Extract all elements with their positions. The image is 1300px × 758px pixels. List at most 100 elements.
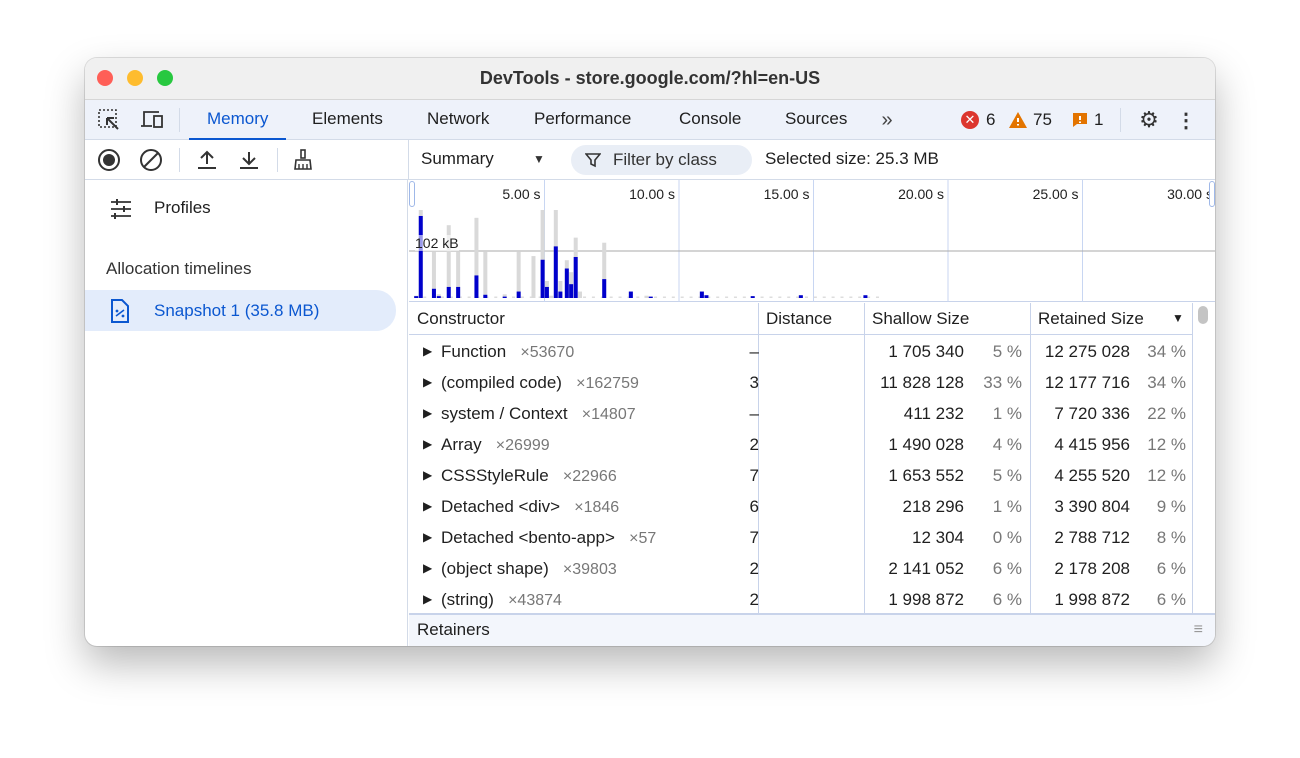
constructor-name: Detached <div> ×1846 [441, 491, 619, 522]
tab-elements[interactable]: Elements [312, 109, 383, 128]
upload-icon[interactable] [195, 148, 219, 172]
distance-cell: – [749, 404, 759, 423]
timeline-baseline-dot [556, 296, 560, 298]
timeline-tick-label: 30.00 s [1167, 186, 1213, 202]
sort-descending-icon[interactable]: ▼ [1172, 311, 1184, 325]
tab-console[interactable]: Console [679, 109, 742, 128]
table-row[interactable]: ▶ Function ×53670 – 1 705 340 5 % 12 275… [409, 336, 1192, 367]
timeline-left-handle[interactable] [409, 181, 415, 207]
distance-cell: 2 [749, 590, 759, 609]
more-tabs-icon[interactable]: » [881, 108, 893, 131]
table-row[interactable]: ▶ (object shape) ×39803 2 2 141 052 6 % … [409, 553, 1192, 584]
filter-by-class-input[interactable]: Filter by class [571, 145, 752, 175]
minimize-window-button[interactable] [127, 70, 143, 86]
record-icon[interactable] [97, 148, 121, 172]
expand-arrow-icon[interactable]: ▶ [423, 344, 433, 358]
expand-arrow-icon[interactable]: ▶ [423, 468, 433, 482]
timeline-total-bar [483, 251, 488, 298]
view-select[interactable]: Summary [421, 149, 494, 168]
timeline-live-bar [502, 296, 507, 298]
device-toolbar-icon[interactable] [139, 108, 165, 132]
table-row[interactable]: ▶ (compiled code) ×162759 3 11 828 128 3… [409, 367, 1192, 398]
table-row[interactable]: ▶ Detached <div> ×1846 6 218 296 1 % 3 3… [409, 491, 1192, 522]
constructor-name: Array ×26999 [441, 429, 550, 460]
table-row[interactable]: ▶ Detached <bento-app> ×57 7 12 304 0 % … [409, 522, 1192, 553]
tab-network[interactable]: Network [427, 109, 490, 128]
retainers-panel[interactable]: Retainers ≡ [409, 613, 1215, 646]
error-count[interactable]: 6 [986, 110, 996, 129]
expand-arrow-icon[interactable]: ▶ [423, 530, 433, 544]
table-scrollbar[interactable] [1198, 306, 1208, 324]
timeline-baseline-dot [636, 296, 640, 298]
timeline-chart[interactable] [409, 180, 1215, 302]
timeline-baseline-dot [733, 296, 737, 298]
timeline-live-bar [863, 295, 868, 298]
warning-count[interactable]: 75 [1033, 110, 1052, 129]
snapshot-view: 5.00 s 10.00 s 15.00 s 20.00 s 25.00 s 30.00 … [409, 180, 1215, 646]
table-row[interactable]: ▶ CSSStyleRule ×22966 7 1 653 552 5 % 4 … [409, 460, 1192, 491]
filter-placeholder: Filter by class [613, 150, 717, 169]
error-icon[interactable]: ✕ [961, 111, 979, 129]
settings-gear-icon[interactable]: ⚙ [1139, 107, 1159, 132]
distance-cell: 2 [749, 435, 759, 454]
timeline-live-bar [474, 275, 479, 298]
constructor-label: Detached <bento-app> [441, 528, 615, 547]
snapshot-item[interactable]: Snapshot 1 (35.8 MB) [85, 290, 396, 331]
header-shallow-size[interactable]: Shallow Size [872, 309, 970, 328]
tab-sources[interactable]: Sources [785, 109, 848, 128]
tab-memory[interactable]: Memory [189, 100, 287, 140]
retainers-label: Retainers [417, 620, 490, 639]
allocation-timelines-heading: Allocation timelines [106, 259, 252, 278]
table-row[interactable]: ▶ (string) ×43874 2 1 998 872 6 % 1 998 … [409, 584, 1192, 615]
drag-handle-icon[interactable]: ≡ [1193, 621, 1203, 638]
header-constructor[interactable]: Constructor [417, 309, 505, 328]
expand-arrow-icon[interactable]: ▶ [423, 406, 433, 420]
timeline-tick-label: 5.00 s [502, 186, 541, 202]
expand-arrow-icon[interactable]: ▶ [423, 592, 433, 606]
timeline-baseline-dot [671, 296, 675, 298]
selected-size: Selected size: 25.3 MB [765, 149, 939, 168]
inspect-element-icon[interactable] [97, 108, 121, 132]
header-distance[interactable]: Distance [766, 309, 833, 328]
timeline-baseline-dot [529, 296, 533, 298]
download-icon[interactable] [237, 148, 261, 172]
issue-icon[interactable] [1072, 112, 1088, 128]
timeline-baseline-dot [458, 296, 462, 298]
zoom-window-button[interactable] [157, 70, 173, 86]
timeline-baseline-dot [618, 296, 622, 298]
constructor-name: Function ×53670 [441, 336, 574, 367]
filter-icon [585, 152, 601, 168]
timeline-tick-label: 25.00 s [1032, 186, 1079, 202]
expand-arrow-icon[interactable]: ▶ [423, 561, 433, 575]
header-retained-size[interactable]: Retained Size [1038, 309, 1144, 328]
expand-arrow-icon[interactable]: ▶ [423, 499, 433, 513]
timeline-baseline-dot [813, 296, 817, 298]
dropdown-arrow-icon[interactable]: ▼ [533, 152, 545, 166]
timeline-live-bar [446, 286, 451, 298]
expand-arrow-icon[interactable]: ▶ [423, 375, 433, 389]
collect-garbage-icon[interactable] [291, 148, 315, 172]
tab-performance[interactable]: Performance [534, 109, 632, 128]
issue-count[interactable]: 1 [1094, 110, 1104, 129]
allocation-timeline[interactable]: 5.00 s 10.00 s 15.00 s 20.00 s 25.00 s 30.00 … [409, 180, 1215, 302]
warning-icon[interactable] [1008, 110, 1028, 130]
table-row[interactable]: ▶ system / Context ×14807 – 411 232 1 % … [409, 398, 1192, 429]
instance-count: ×162759 [576, 375, 639, 392]
table-row[interactable]: ▶ Array ×26999 2 1 490 028 4 % 4 415 956… [409, 429, 1192, 460]
table-header: Constructor Distance Shallow Size Retain… [409, 303, 1192, 335]
instance-count: ×39803 [562, 561, 617, 578]
clear-icon[interactable] [139, 148, 163, 172]
distance-cell: – [749, 342, 759, 361]
more-options-icon[interactable]: ⋮ [1176, 109, 1196, 132]
close-window-button[interactable] [97, 70, 113, 86]
timeline-live-bar [648, 296, 653, 298]
constructor-name: Detached <bento-app> ×57 [441, 522, 656, 553]
timeline-live-bar [540, 259, 545, 298]
expand-arrow-icon[interactable]: ▶ [423, 437, 433, 451]
timeline-baseline-dot [760, 296, 764, 298]
timeline-live-bar [456, 286, 461, 298]
shallow-percent-cell: 4 % [992, 435, 1022, 454]
instance-count: ×22966 [562, 468, 617, 485]
timeline-right-handle[interactable] [1209, 181, 1215, 207]
profiles-label: Profiles [154, 198, 211, 217]
